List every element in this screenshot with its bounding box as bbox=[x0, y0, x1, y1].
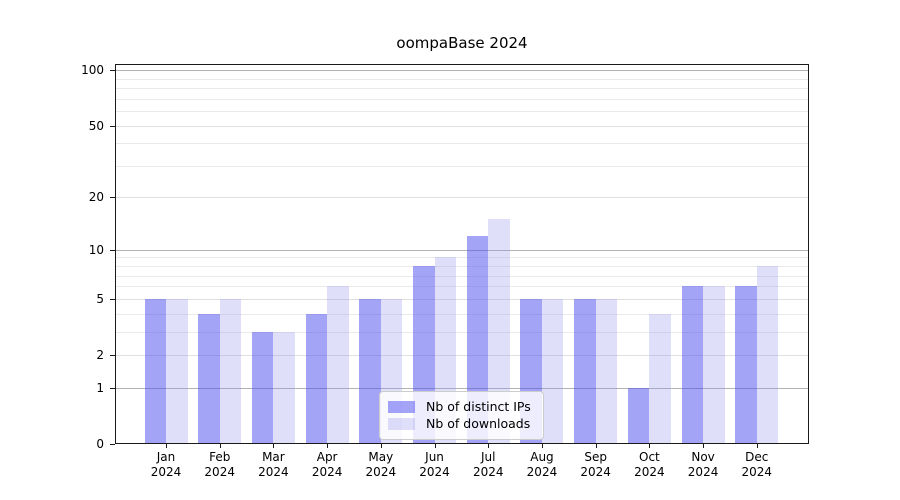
y-tick-label-5: 5 bbox=[96, 291, 104, 306]
bar-jan-distinct-ips bbox=[144, 298, 166, 444]
plot-area bbox=[115, 64, 809, 444]
y-tick-label-100: 100 bbox=[81, 63, 104, 78]
bar-aug-downloads bbox=[541, 298, 564, 444]
gridline-8 bbox=[116, 266, 808, 268]
x-tick-label-oct: Oct 2024 bbox=[634, 450, 665, 479]
y-tick-label-2: 2 bbox=[96, 348, 104, 362]
gridline-50 bbox=[116, 125, 808, 127]
y-tick-label-20: 20 bbox=[88, 190, 104, 205]
legend-label-downloads: Nb of downloads bbox=[426, 416, 531, 431]
x-tick-label-aug: Aug 2024 bbox=[526, 450, 558, 479]
y-tick-label-50: 50 bbox=[88, 118, 104, 133]
y-tick-2 bbox=[110, 355, 115, 356]
legend-label-distinct-ips: Nb of distinct IPs bbox=[426, 399, 531, 414]
gridline-10 bbox=[116, 249, 808, 251]
x-tick-label-feb: Feb 2024 bbox=[204, 450, 235, 479]
x-tick-label-dec: Dec 2024 bbox=[741, 450, 773, 479]
y-tick-1 bbox=[110, 387, 115, 389]
gridline-80 bbox=[116, 88, 808, 90]
y-tick-0 bbox=[110, 444, 115, 445]
x-tick-may bbox=[380, 444, 382, 448]
x-tick-jun bbox=[434, 444, 436, 448]
x-tick-apr bbox=[327, 444, 329, 448]
x-tick-dec bbox=[756, 444, 758, 448]
bar-dec-distinct-ips bbox=[735, 286, 757, 444]
x-tick-jan bbox=[166, 444, 167, 448]
bar-oct-distinct-ips bbox=[627, 387, 650, 444]
bar-mar-downloads bbox=[273, 331, 295, 444]
x-tick-feb bbox=[219, 444, 221, 448]
x-tick-nov bbox=[703, 444, 705, 448]
bar-oct-downloads bbox=[649, 313, 671, 444]
x-tick-jul bbox=[488, 444, 490, 448]
gridline-7 bbox=[116, 275, 808, 277]
bar-apr-distinct-ips bbox=[305, 313, 328, 444]
bar-sep-distinct-ips bbox=[574, 298, 596, 444]
x-tick-label-jan: Jan 2024 bbox=[150, 450, 182, 479]
y-tick-label-10: 10 bbox=[88, 242, 104, 257]
x-tick-label-sep: Sep 2024 bbox=[580, 450, 611, 479]
legend: Nb of distinct IPs Nb of downloads bbox=[379, 391, 544, 440]
chart-title: oompaBase 2024 bbox=[396, 34, 528, 52]
gridline-30 bbox=[116, 165, 808, 167]
x-tick-label-jul: Jul 2024 bbox=[472, 450, 504, 479]
bar-feb-downloads bbox=[219, 298, 242, 444]
bar-apr-downloads bbox=[327, 286, 349, 444]
bar-may-distinct-ips bbox=[359, 298, 381, 444]
gridline-70 bbox=[116, 98, 808, 100]
legend-row-downloads: Nb of downloads bbox=[388, 416, 531, 431]
x-tick-label-jun: Jun 2024 bbox=[419, 450, 450, 479]
gridline-4 bbox=[116, 313, 808, 315]
bar-nov-distinct-ips bbox=[681, 286, 704, 444]
y-tick-label-0: 0 bbox=[96, 437, 104, 451]
bar-jan-downloads bbox=[166, 298, 188, 444]
gridline-60 bbox=[116, 111, 808, 113]
bar-sep-downloads bbox=[595, 298, 618, 444]
x-tick-sep bbox=[595, 444, 597, 448]
bar-mar-distinct-ips bbox=[251, 331, 274, 444]
x-tick-mar bbox=[273, 444, 275, 448]
gridline-40 bbox=[116, 143, 808, 145]
x-tick-label-mar: Mar 2024 bbox=[258, 450, 289, 479]
x-tick-aug bbox=[541, 444, 543, 448]
bar-dec-downloads bbox=[756, 266, 779, 444]
bar-jul-downloads bbox=[488, 219, 510, 444]
x-tick-label-apr: Apr 2024 bbox=[311, 450, 343, 479]
gridline-20 bbox=[116, 197, 808, 199]
legend-swatch-distinct-ips bbox=[388, 400, 415, 413]
x-tick-label-may: May 2024 bbox=[365, 450, 397, 479]
gridline-2 bbox=[116, 355, 808, 356]
gridline-1 bbox=[116, 387, 808, 389]
legend-swatch-downloads bbox=[388, 417, 415, 430]
y-tick-5 bbox=[110, 298, 115, 300]
x-tick-oct bbox=[649, 444, 651, 448]
legend-row-distinct-ips: Nb of distinct IPs bbox=[388, 399, 531, 414]
gridline-6 bbox=[116, 286, 808, 288]
gridline-5 bbox=[116, 298, 808, 300]
y-tick-20 bbox=[110, 197, 115, 199]
gridline-100 bbox=[116, 70, 808, 72]
bar-feb-distinct-ips bbox=[198, 313, 220, 444]
bar-nov-downloads bbox=[703, 286, 725, 444]
gridline-3 bbox=[116, 331, 808, 333]
gridline-90 bbox=[116, 78, 808, 80]
y-tick-10 bbox=[110, 249, 115, 251]
gridline-9 bbox=[116, 257, 808, 259]
x-tick-label-nov: Nov 2024 bbox=[687, 450, 719, 479]
y-tick-label-1: 1 bbox=[96, 380, 104, 395]
y-tick-100 bbox=[110, 70, 115, 72]
y-tick-50 bbox=[110, 125, 115, 127]
